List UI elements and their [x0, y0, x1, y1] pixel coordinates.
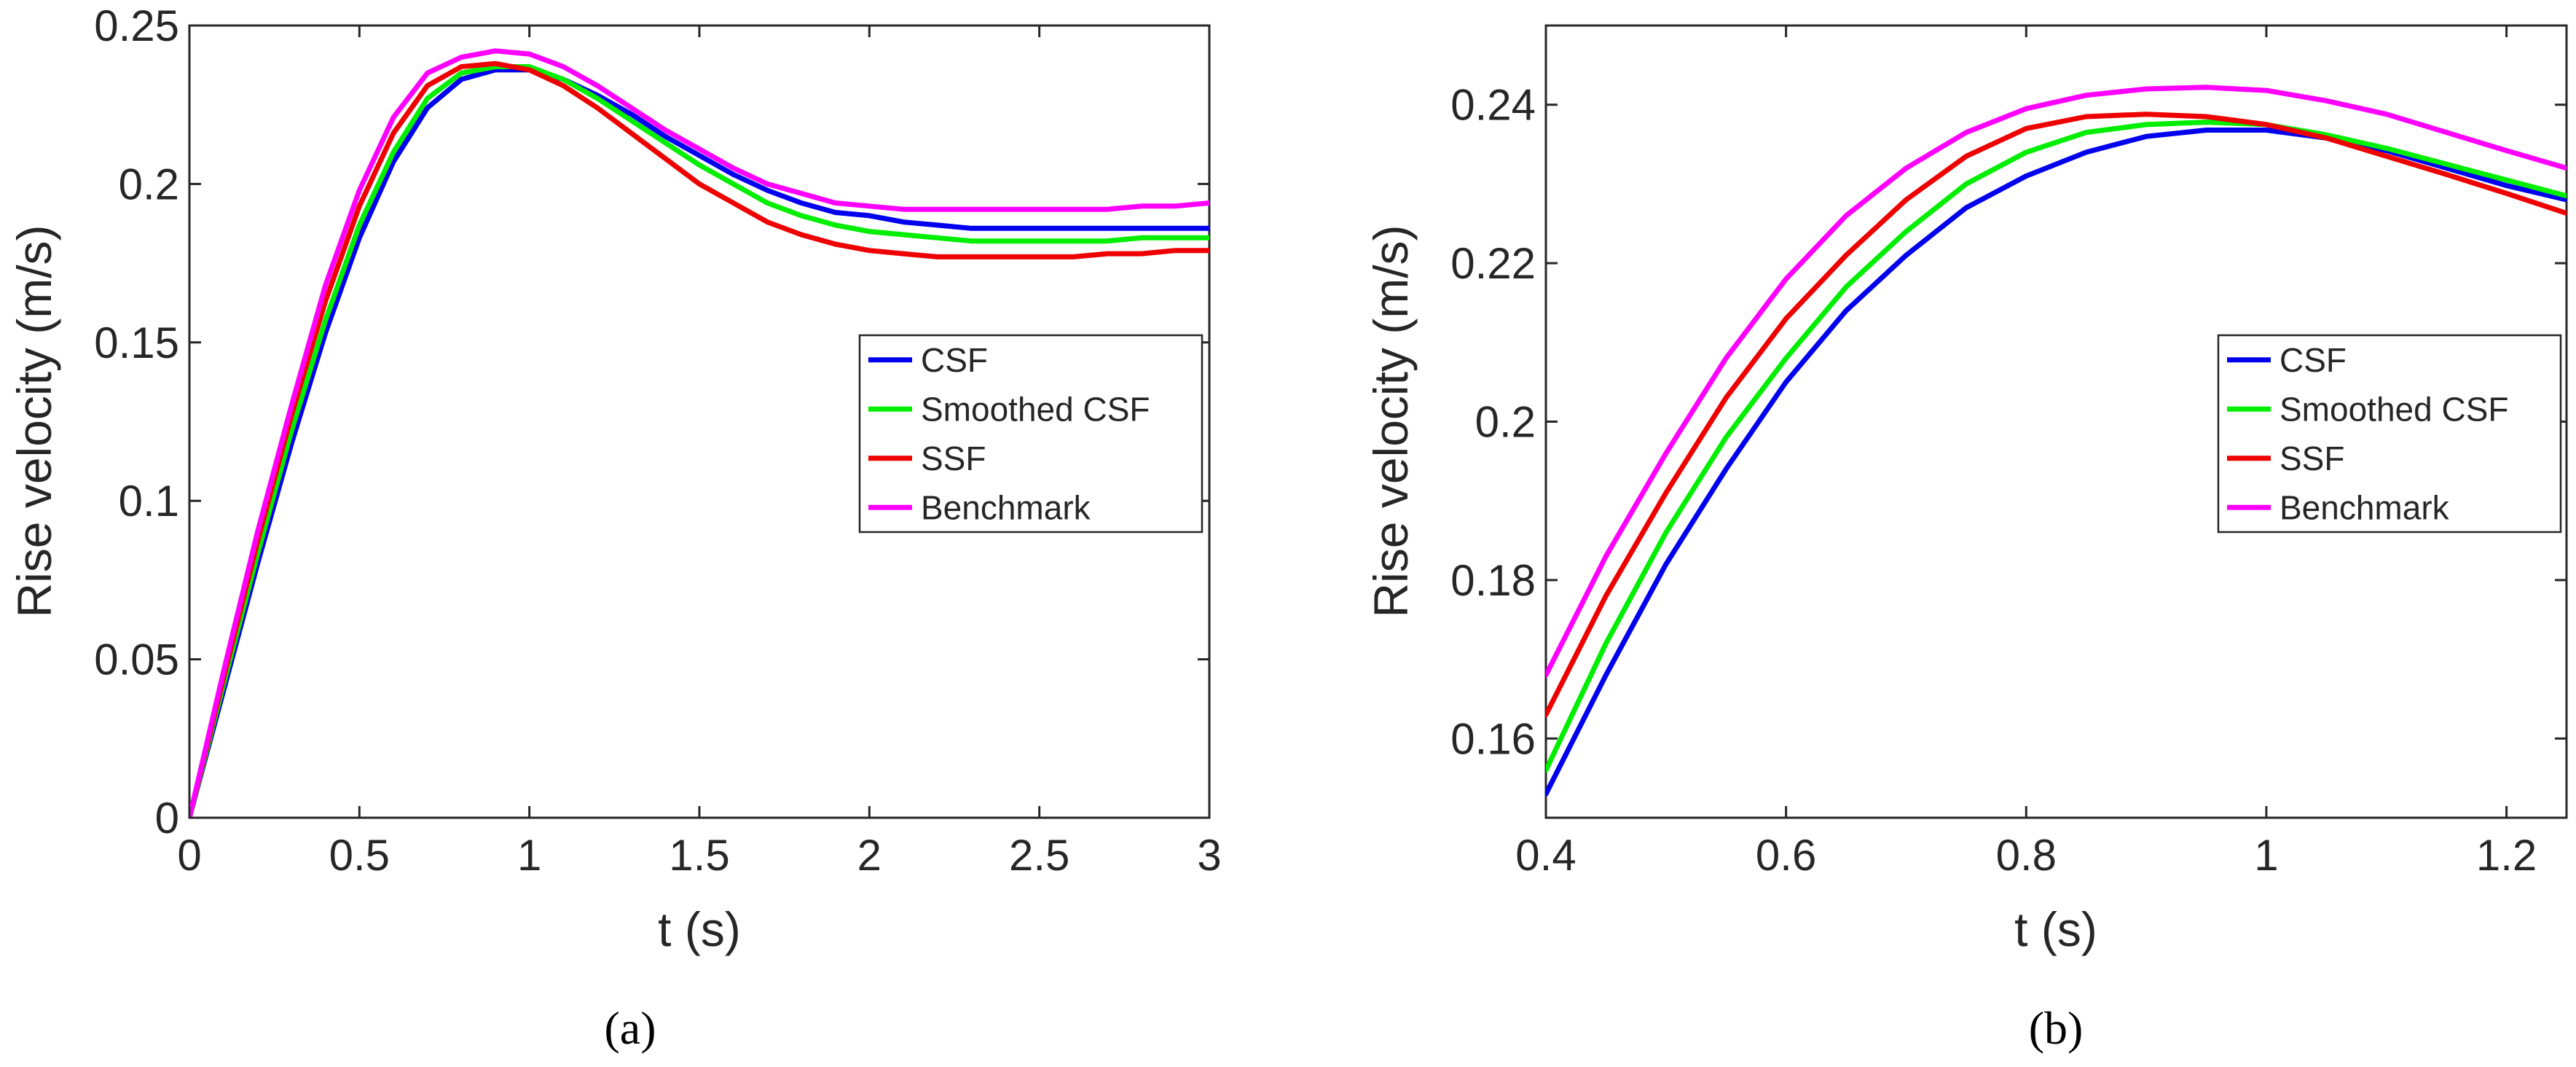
- panel-a-legend-label-smoothed-csf: Smoothed CSF: [921, 390, 1150, 428]
- panel-b-chart: 0.4 0.6 0.8 1 1.2 0.160.180.20.220.24 t (s) …: [1364, 24, 2568, 1054]
- panel-b-legend-label-csf: CSF: [2279, 341, 2347, 379]
- panel-a-xtick-label: 1: [517, 831, 541, 880]
- panel-b-ytick-label: 0.22: [1450, 239, 1536, 288]
- panel-b-y-axis-label: Rise velocity (m/s): [1364, 224, 1418, 617]
- panel-b-legend-label-benchmark: Benchmark: [2279, 488, 2450, 526]
- panel-a-xtick-label: 1.5: [669, 831, 729, 880]
- panel-b-label: (b): [2029, 1002, 2084, 1054]
- panel-a-xtick-label: 2.5: [1009, 831, 1069, 880]
- panel-a-series-benchmark-line: [189, 48, 1209, 818]
- panel-b-ytick-label: 0.24: [1450, 81, 1536, 130]
- panel-a-legend: CSF Smoothed CSF SSF Benchmark: [858, 334, 1203, 534]
- panel-a-ytick-label: 0.05: [94, 636, 179, 684]
- panel-a-chart: 0 0.5 1 1.5 2 2.5 3 00.050.10.150.20.25 t (s) …: [7, 1, 1222, 1054]
- panel-b-legend-label-ssf: SSF: [2279, 439, 2344, 477]
- panel-b-xtick-label: 0.6: [1756, 831, 1816, 880]
- panel-a-series-ssf-line: [189, 60, 1209, 818]
- panel-a-ytick-label: 0.1: [119, 477, 179, 525]
- panel-b-legend-box: [2217, 334, 2562, 534]
- panel-b-legend: CSF Smoothed CSF SSF Benchmark: [2217, 334, 2562, 534]
- panel-a-x-axis-label: t (s): [658, 902, 741, 956]
- panel-b-ytick-label: 0.2: [1475, 398, 1536, 447]
- panel-b-legend-label-smoothed-csf: Smoothed CSF: [2279, 390, 2508, 428]
- panel-a-series-csf-line: [189, 67, 1209, 818]
- panel-a-y-axis-label: Rise velocity (m/s): [7, 224, 61, 617]
- panel-a-xtick-label: 0.5: [329, 831, 390, 880]
- panel-b-ytick-label: 0.16: [1450, 714, 1536, 763]
- panel-a-xtick-label: 0: [177, 831, 201, 880]
- panel-b-xtick-label: 0.4: [1515, 831, 1576, 880]
- panel-b-xtick-label: 1: [2254, 831, 2278, 880]
- panel-b-series-ssf-line: [1546, 112, 2567, 718]
- panel-b-xtick-label: 1.2: [2476, 831, 2537, 880]
- panel-a-legend-label-ssf: SSF: [921, 439, 986, 477]
- panel-a-label: (a): [604, 1002, 656, 1054]
- panel-b-ytick-label: 0.18: [1450, 556, 1536, 605]
- panel-a-legend-label-benchmark: Benchmark: [921, 488, 1091, 526]
- panel-b-series-smoothed-csf-line: [1546, 120, 2567, 773]
- panel-a-series-smoothed-csf-line: [189, 64, 1209, 818]
- panel-b-series-benchmark-line: [1546, 85, 2567, 678]
- panel-a-ytick-label: 0: [155, 794, 179, 843]
- panel-a-ytick-label: 0.2: [119, 160, 179, 208]
- panel-a-ytick-label: 0.15: [94, 318, 179, 367]
- panel-a-xtick-label: 3: [1197, 831, 1221, 880]
- panel-b-xtick-label: 0.8: [1996, 831, 2057, 880]
- panel-a-ytick-label: 0.25: [94, 1, 179, 50]
- panel-a-legend-label-csf: CSF: [921, 341, 988, 379]
- panel-a-xtick-label: 2: [857, 831, 881, 880]
- panel-b-x-axis-label: t (s): [2014, 902, 2097, 956]
- panel-a-legend-box: [858, 334, 1203, 534]
